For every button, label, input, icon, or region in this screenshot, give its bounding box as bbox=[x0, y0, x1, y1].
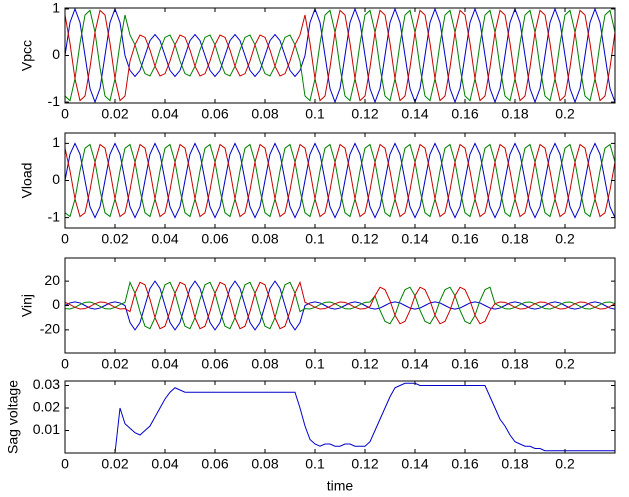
subplot: 0 0.02 0.04 0.06 0.08 0.1 0.12 0.14 0.16 0.18 0.2 0… bbox=[5, 376, 616, 494]
y-tick-label: 0 bbox=[52, 46, 60, 62]
x-tick-label: 0.2 bbox=[555, 231, 575, 247]
line bbox=[65, 142, 615, 219]
y-tick-label: 1 bbox=[52, 0, 60, 16]
x-tick-label: 0.08 bbox=[251, 231, 278, 247]
x-tick-label: 0 bbox=[61, 231, 69, 247]
x-tick-label: 0.06 bbox=[201, 106, 228, 122]
x-tick-label: 0.12 bbox=[351, 231, 378, 247]
y-tick-label: 0.02 bbox=[33, 399, 60, 415]
x-tick-label: 0.08 bbox=[251, 106, 278, 122]
plot-area bbox=[65, 133, 615, 228]
line bbox=[65, 143, 615, 218]
x-tick-label: 0 bbox=[61, 356, 69, 372]
y-axis-label: Vpcc bbox=[19, 40, 35, 71]
y-tick-label: -1 bbox=[48, 208, 61, 224]
line bbox=[65, 280, 615, 330]
x-tick-label: 0.16 bbox=[451, 231, 478, 247]
x-axis-label: time bbox=[327, 478, 354, 494]
x-tick-label: 0.16 bbox=[451, 106, 478, 122]
line bbox=[65, 280, 615, 330]
line bbox=[65, 9, 615, 102]
x-tick-label: 0.14 bbox=[401, 456, 428, 472]
x-tick-label: 0.2 bbox=[555, 356, 575, 372]
x-tick-label: 0.18 bbox=[501, 456, 528, 472]
y-axis-label: Sag voltage bbox=[5, 380, 21, 454]
x-tick-label: 0.04 bbox=[151, 456, 178, 472]
x-tick-label: 0.04 bbox=[151, 356, 178, 372]
x-tick-label: 0.04 bbox=[151, 106, 178, 122]
y-tick-label: 20 bbox=[44, 272, 60, 288]
x-tick-label: 0.1 bbox=[305, 356, 325, 372]
subplot: 0 0.02 0.04 0.06 0.08 0.1 0.12 0.14 0.16 0.18 0.2 -… bbox=[19, 132, 616, 247]
x-tick-label: 0.06 bbox=[201, 356, 228, 372]
line bbox=[65, 382, 615, 453]
plot-area bbox=[65, 258, 615, 353]
x-tick-label: 0.18 bbox=[501, 356, 528, 372]
y-tick-label: 0 bbox=[52, 171, 60, 187]
x-tick-label: 0.1 bbox=[305, 106, 325, 122]
x-tick-label: 0.2 bbox=[555, 106, 575, 122]
subplot: 0 0.02 0.04 0.06 0.08 0.1 0.12 0.14 0.16 0.18 0.2 -… bbox=[19, 257, 616, 372]
x-tick-label: 0.16 bbox=[451, 456, 478, 472]
x-tick-label: 0 bbox=[61, 106, 69, 122]
x-tick-label: 0.14 bbox=[401, 356, 428, 372]
x-tick-label: 0.12 bbox=[351, 106, 378, 122]
x-tick-label: 0.1 bbox=[305, 231, 325, 247]
y-tick-label: 1 bbox=[52, 134, 60, 150]
x-tick-label: 0.08 bbox=[251, 456, 278, 472]
x-tick-label: 0.02 bbox=[101, 106, 128, 122]
y-axis-label: Vinj bbox=[19, 294, 35, 317]
line bbox=[65, 143, 615, 218]
x-tick-label: 0.12 bbox=[351, 356, 378, 372]
x-tick-label: 0.06 bbox=[201, 456, 228, 472]
x-tick-label: 0.2 bbox=[555, 456, 575, 472]
x-tick-label: 0.02 bbox=[101, 456, 128, 472]
subplot: 0 0.02 0.04 0.06 0.08 0.1 0.12 0.14 0.16 0.18 0.2 -… bbox=[19, 0, 616, 122]
y-tick-label: 0 bbox=[52, 296, 60, 312]
axes-frame bbox=[64, 380, 616, 454]
line bbox=[65, 9, 615, 102]
y-tick-label: 0.03 bbox=[33, 376, 60, 392]
x-tick-label: 0.12 bbox=[351, 456, 378, 472]
y-tick-label: -1 bbox=[48, 93, 61, 109]
y-tick-label: 0.01 bbox=[33, 421, 60, 437]
x-tick-label: 0.14 bbox=[401, 106, 428, 122]
line bbox=[65, 8, 615, 103]
x-tick-label: 0.04 bbox=[151, 231, 178, 247]
y-axis-label: Vload bbox=[19, 163, 35, 199]
x-tick-label: 0.16 bbox=[451, 356, 478, 372]
line bbox=[65, 280, 615, 331]
x-tick-label: 0.08 bbox=[251, 356, 278, 372]
x-tick-label: 0.06 bbox=[201, 231, 228, 247]
x-tick-label: 0.18 bbox=[501, 106, 528, 122]
x-tick-label: 0.1 bbox=[305, 456, 325, 472]
x-tick-label: 0.02 bbox=[101, 356, 128, 372]
x-tick-label: 0.18 bbox=[501, 231, 528, 247]
plot-area bbox=[65, 381, 615, 453]
x-tick-label: 0 bbox=[61, 456, 69, 472]
y-tick-label: -20 bbox=[40, 321, 60, 337]
x-tick-label: 0.14 bbox=[401, 231, 428, 247]
x-tick-label: 0.02 bbox=[101, 231, 128, 247]
